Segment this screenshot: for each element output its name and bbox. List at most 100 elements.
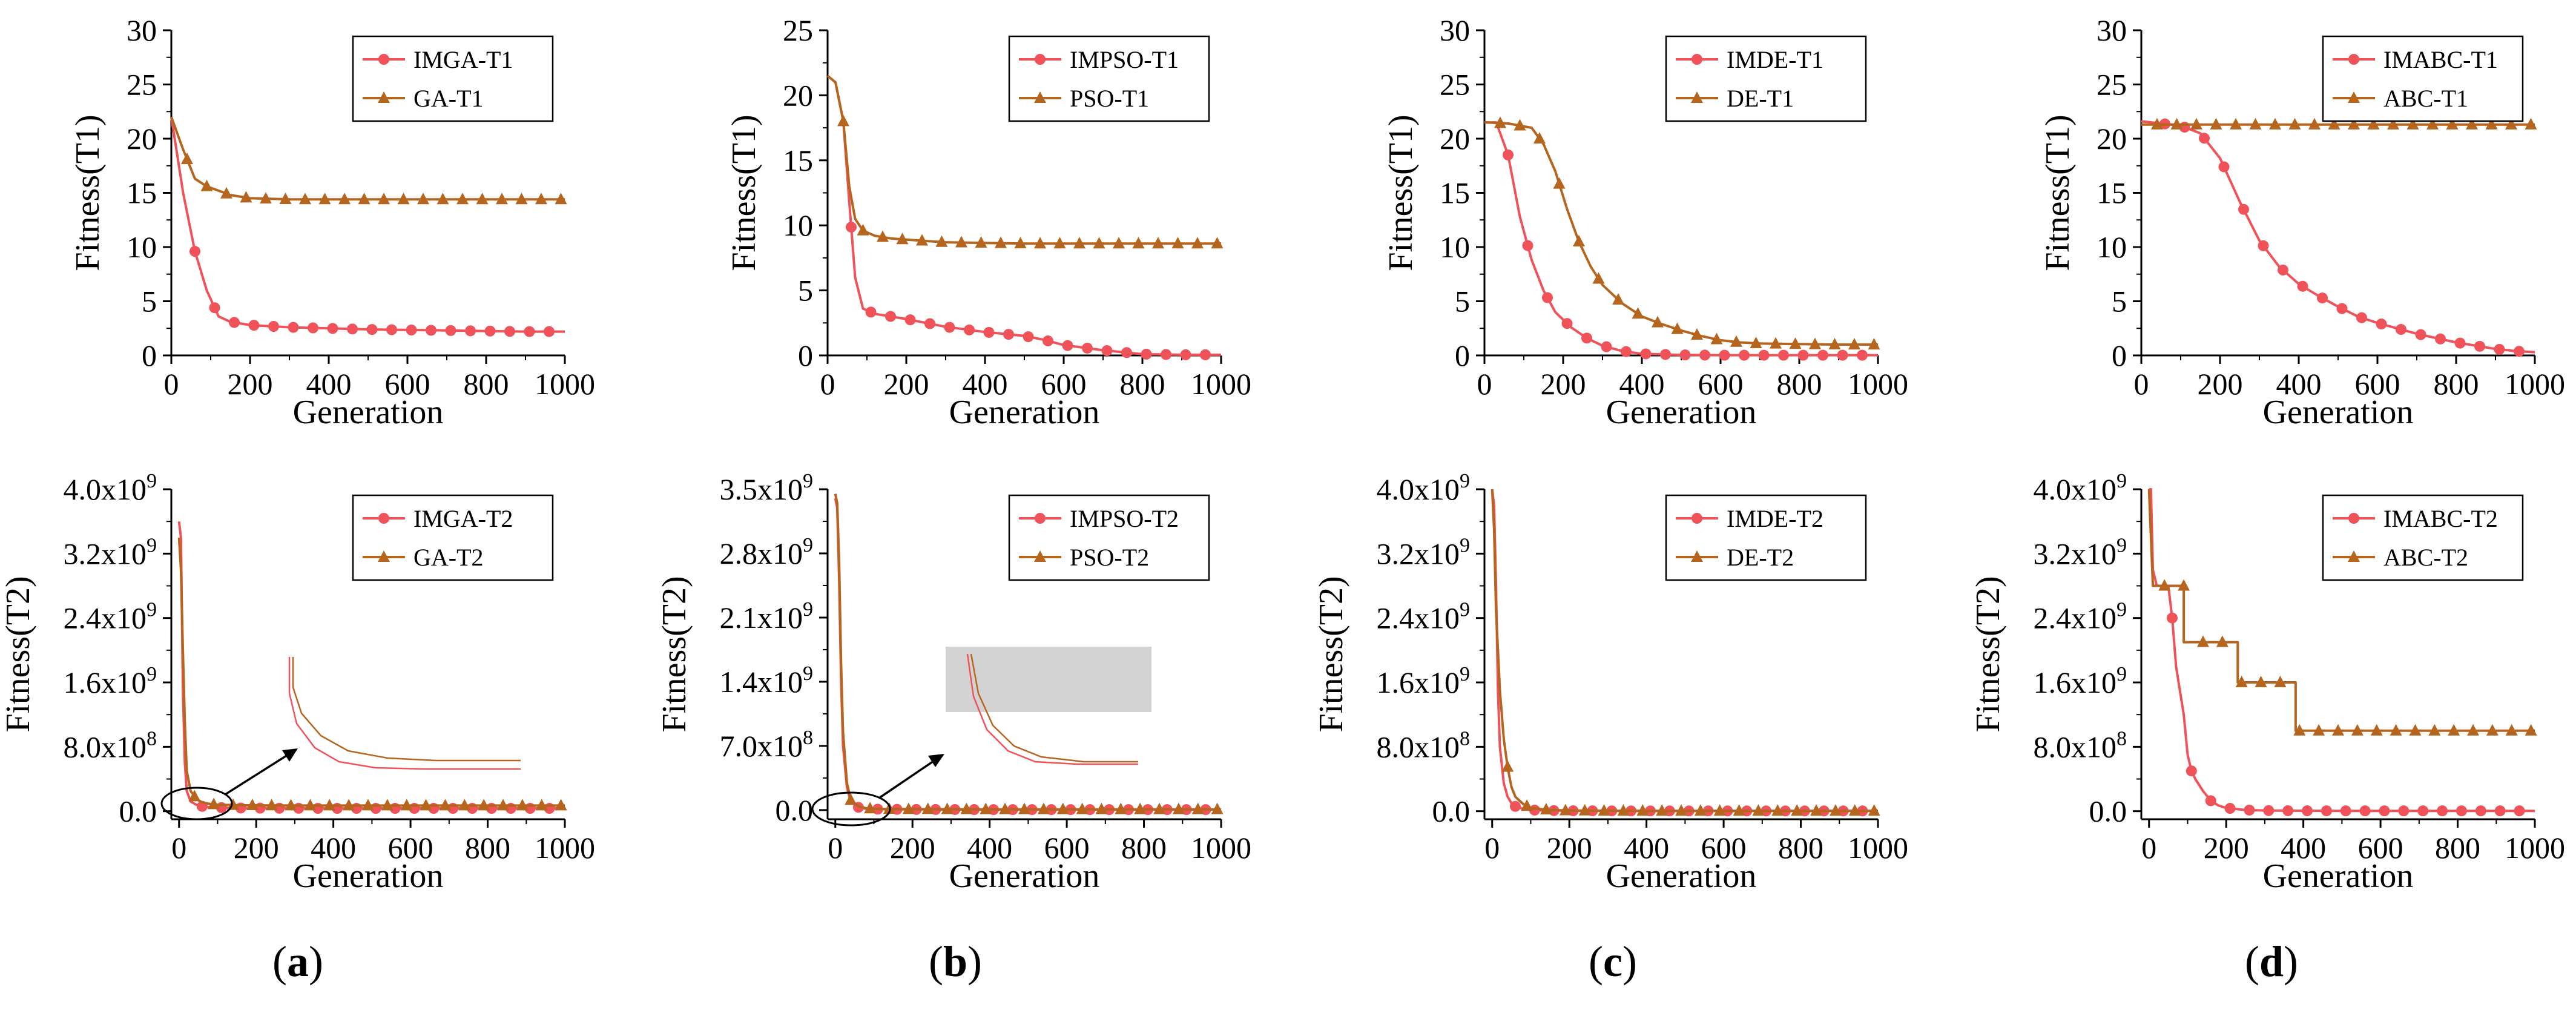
chart-d-t1-y-tick-label: 0	[2112, 338, 2127, 372]
chart-a-t1-series-imga-t1-marker	[426, 325, 436, 336]
panel-label-a: (a)	[272, 937, 323, 986]
chart-a-t2-legend: IMGA-T2 GA-T2	[352, 494, 554, 581]
chart-a-t1-series-ga-t1-marker	[220, 186, 232, 199]
chart-d-t1-series-abc-t1-marker	[2230, 117, 2242, 130]
chart-c-t2-series-de-t2-marker	[1636, 804, 1649, 816]
chart-a-t1-x-tick-label: 600	[385, 367, 430, 401]
chart-b-t1-series-pso-t1-marker	[916, 234, 928, 246]
chart-d-t2-series-abc-t2-marker	[2390, 724, 2402, 736]
chart-b-t2-series-pso-t2-marker	[980, 802, 992, 814]
chart-b-t1-series-impso-t1-marker	[865, 306, 877, 318]
chart-a-t1-series-imga-t1-marker	[248, 320, 260, 331]
chart-c-t2-series-de-t2-marker	[1675, 804, 1687, 816]
chart-d-t2-series-imabc-t2-marker	[2321, 805, 2332, 817]
chart-d-t2-series-imabc-t2-marker	[2398, 805, 2410, 817]
chart-c-t1-y-tick-label: 30	[1440, 13, 1470, 47]
chart-a-t1-series-ga-t1-marker	[496, 193, 508, 205]
chart-a-t1-series-ga-t1-marker	[535, 193, 547, 205]
chart-c-t1-series-imde-t1-marker	[1778, 349, 1789, 361]
panel-label-b-letter: b	[943, 937, 967, 986]
chart-c-t2-y-tick-label: 8.0x108	[1377, 727, 1471, 764]
chart-b-t2-series-pso-t2-marker	[1115, 802, 1127, 814]
chart-b-t2-legend-label: IMPSO-T2	[1070, 505, 1179, 532]
chart-a-t2-series-ga-t2-marker	[400, 799, 413, 811]
chart-a-t1-series-ga-t1-marker	[200, 179, 213, 191]
chart-d-t1-series-imabc-t1-marker	[2415, 329, 2426, 340]
chart-c-t1-y-tick-label: 15	[1440, 176, 1470, 210]
chart-b-t2-x-tick-label: 600	[1044, 831, 1090, 865]
chart-a-t1-series-imga-t1-marker	[347, 323, 358, 335]
chart-a-t1-x-tick-label: 200	[228, 367, 273, 401]
panel-label-c-letter: c	[1603, 937, 1622, 986]
inset-a-zoom-ellipse	[160, 787, 233, 820]
chart-b-t2-y-tick-label: 1.4x109	[720, 662, 814, 699]
chart-c-t2-x-tick-label: 800	[1778, 831, 1823, 865]
chart-a-t2-series-ga-t2-marker	[535, 799, 548, 811]
chart-d-t2-y-tick-label: 4.0x109	[2034, 470, 2127, 506]
chart-b-t2-legend-marker	[1035, 513, 1046, 524]
chart-d-t1-series-imabc-t1-marker	[2376, 318, 2387, 330]
chart-d-t1-x-tick-label: 400	[2276, 367, 2322, 401]
chart-d-t2-y-tick-label: 3.2x109	[2034, 534, 2127, 570]
chart-b-t2-series-pso-t2-marker	[1076, 802, 1089, 814]
chart-d-t1-series-abc-t1-marker	[2485, 117, 2498, 130]
chart-d-t2-series-imabc-t2-marker	[2340, 805, 2351, 817]
chart-d-t1-y-tick-label: 20	[2097, 122, 2127, 156]
chart-c-t1-series-imde-t1-marker	[1797, 349, 1809, 361]
chart-c-t1-series-de-t1-marker	[1612, 292, 1624, 305]
chart-c-t2-y-tick-label: 1.6x109	[1377, 663, 1471, 699]
inset-a-arrow	[225, 753, 290, 796]
chart-a-t1-series-ga-t1-marker	[515, 193, 528, 205]
chart-a-t2-series-ga-t2-marker	[362, 799, 374, 811]
chart-c-t1-legend: IMDE-T1 DE-T1	[1665, 35, 1867, 122]
chart-a-t1-series-imga-t1-marker	[189, 246, 200, 257]
chart-a-t2-x-tick-label: 0	[171, 831, 186, 865]
chart-c-t2-x-tick-label: 400	[1624, 831, 1669, 865]
chart-c-t1-legend-label: IMDE-T1	[1727, 46, 1823, 73]
chart-c-t2-y-tick-label: 3.2x109	[1377, 534, 1471, 570]
chart-d-t1-x-tick-label: 800	[2434, 367, 2479, 401]
chart-d-t1-series-abc-t1-marker	[2367, 117, 2380, 130]
chart-b-t2-series-pso-t2-marker	[1134, 802, 1147, 814]
chart-a-t2-x-tick-label: 1000	[535, 831, 595, 865]
chart-c-t1-series-de-t1-marker	[1533, 132, 1546, 144]
chart-c-t1-series-imde-t1-marker	[1542, 292, 1553, 303]
chart-d-t1-series-imabc-t1-line	[2141, 120, 2535, 354]
chart-a-t2-x-tick-label: 200	[234, 831, 279, 865]
chart-b-t1-series-impso-t1-marker	[1003, 329, 1014, 340]
chart-a-t2-series-ga-t2-marker	[265, 799, 278, 811]
chart-d-t2-series-abc-t2-marker	[2409, 724, 2422, 736]
panel-label-b: (b)	[929, 937, 982, 986]
chart-d-t2-series-abc-t2-marker	[2467, 724, 2480, 736]
chart-b-t1-x-tick-label: 800	[1120, 367, 1165, 401]
chart-d-t2-x-tick-label: 600	[2358, 831, 2403, 865]
chart-d-t2-y-label: Fitness(T2)	[1969, 576, 2007, 732]
chart-d-t2-series-abc-t2-marker	[2196, 635, 2209, 647]
chart-b-t2-series-pso-t2-marker	[1211, 802, 1224, 814]
chart-c-t2-legend: IMDE-T2 DE-T2	[1665, 494, 1867, 581]
inset-b-curve-improved	[966, 653, 1138, 765]
chart-a-t2-series-ga-t2-marker	[555, 799, 567, 811]
chart-c-t2-legend-label: DE-T2	[1727, 544, 1794, 571]
chart-d-t2-series-abc-t2-marker	[2158, 579, 2171, 591]
chart-a-t1-series-ga-t1	[170, 116, 567, 205]
chart-a-t2-series-ga-t2-marker	[285, 799, 297, 811]
chart-b-t1-series-impso-t1-marker	[846, 222, 857, 233]
chart-c-t1-series-de-t1-line	[1484, 121, 1878, 346]
chart-b-t1-x-tick-label: 400	[963, 367, 1008, 401]
chart-d-t1-series-abc-t1-marker	[2249, 117, 2262, 130]
chart-b-t1-y-tick-label: 5	[798, 274, 813, 308]
chart-b-t1-series-impso-t1-marker	[1161, 349, 1171, 360]
chart-b-t1-legend-box	[1008, 35, 1210, 122]
chart-b-t2-y-tick-label: 3.5x109	[720, 470, 814, 506]
chart-b-t1-series-pso-t1-marker	[975, 236, 987, 248]
chart-a-t1-x-tick-label: 800	[464, 367, 509, 401]
chart-c-t2-legend-marker	[1691, 550, 1703, 562]
chart-a-t2-x-tick-label: 600	[388, 831, 433, 865]
chart-b-t2-x-tick-label: 0	[828, 831, 843, 865]
chart-d-t2-series-imabc-t2-marker	[2282, 805, 2294, 816]
inset-annotations	[160, 647, 1151, 827]
chart-a-t1-series-ga-t1-marker	[338, 193, 351, 205]
chart-a-t1-y-tick-label: 25	[127, 68, 157, 102]
chart-b-t1-series-impso-t1-marker	[1121, 347, 1132, 358]
